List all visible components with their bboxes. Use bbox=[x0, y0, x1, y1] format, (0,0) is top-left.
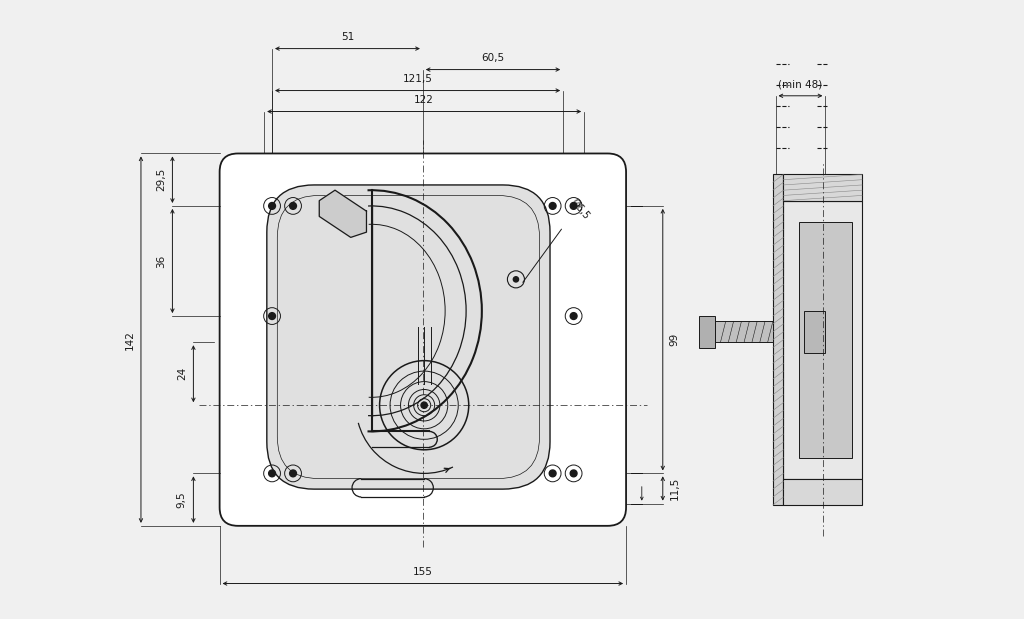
Circle shape bbox=[268, 470, 275, 477]
Circle shape bbox=[290, 470, 297, 477]
Text: (min 48): (min 48) bbox=[778, 79, 822, 89]
Circle shape bbox=[570, 470, 578, 477]
Bar bbox=[783, 201, 862, 478]
Bar bbox=[805, 311, 825, 353]
Circle shape bbox=[421, 402, 427, 409]
Text: 9,5: 9,5 bbox=[177, 491, 186, 508]
Circle shape bbox=[268, 202, 275, 209]
Text: 24: 24 bbox=[177, 367, 186, 380]
Text: 51: 51 bbox=[341, 32, 354, 42]
Text: 36: 36 bbox=[156, 254, 166, 267]
Text: Ø6,5: Ø6,5 bbox=[568, 197, 591, 222]
Circle shape bbox=[290, 202, 297, 209]
Text: 29,5: 29,5 bbox=[156, 168, 166, 191]
Text: 99: 99 bbox=[670, 333, 679, 346]
Bar bbox=[783, 175, 862, 201]
FancyBboxPatch shape bbox=[267, 185, 550, 489]
Circle shape bbox=[549, 470, 556, 477]
Circle shape bbox=[513, 277, 518, 282]
Text: 122: 122 bbox=[415, 95, 434, 105]
Text: 11,5: 11,5 bbox=[670, 477, 679, 500]
Text: 60,5: 60,5 bbox=[481, 53, 505, 63]
Circle shape bbox=[570, 313, 578, 319]
Text: 121,5: 121,5 bbox=[402, 74, 432, 84]
Bar bbox=[715, 321, 773, 342]
Bar bbox=[773, 175, 783, 505]
Circle shape bbox=[570, 202, 578, 209]
Polygon shape bbox=[319, 190, 367, 238]
Circle shape bbox=[268, 313, 275, 319]
Bar bbox=[699, 316, 715, 347]
Bar bbox=[783, 478, 862, 505]
Text: 155: 155 bbox=[413, 567, 433, 577]
Text: 142: 142 bbox=[124, 330, 134, 350]
FancyBboxPatch shape bbox=[219, 154, 626, 526]
Circle shape bbox=[549, 202, 556, 209]
Bar bbox=[799, 222, 852, 457]
